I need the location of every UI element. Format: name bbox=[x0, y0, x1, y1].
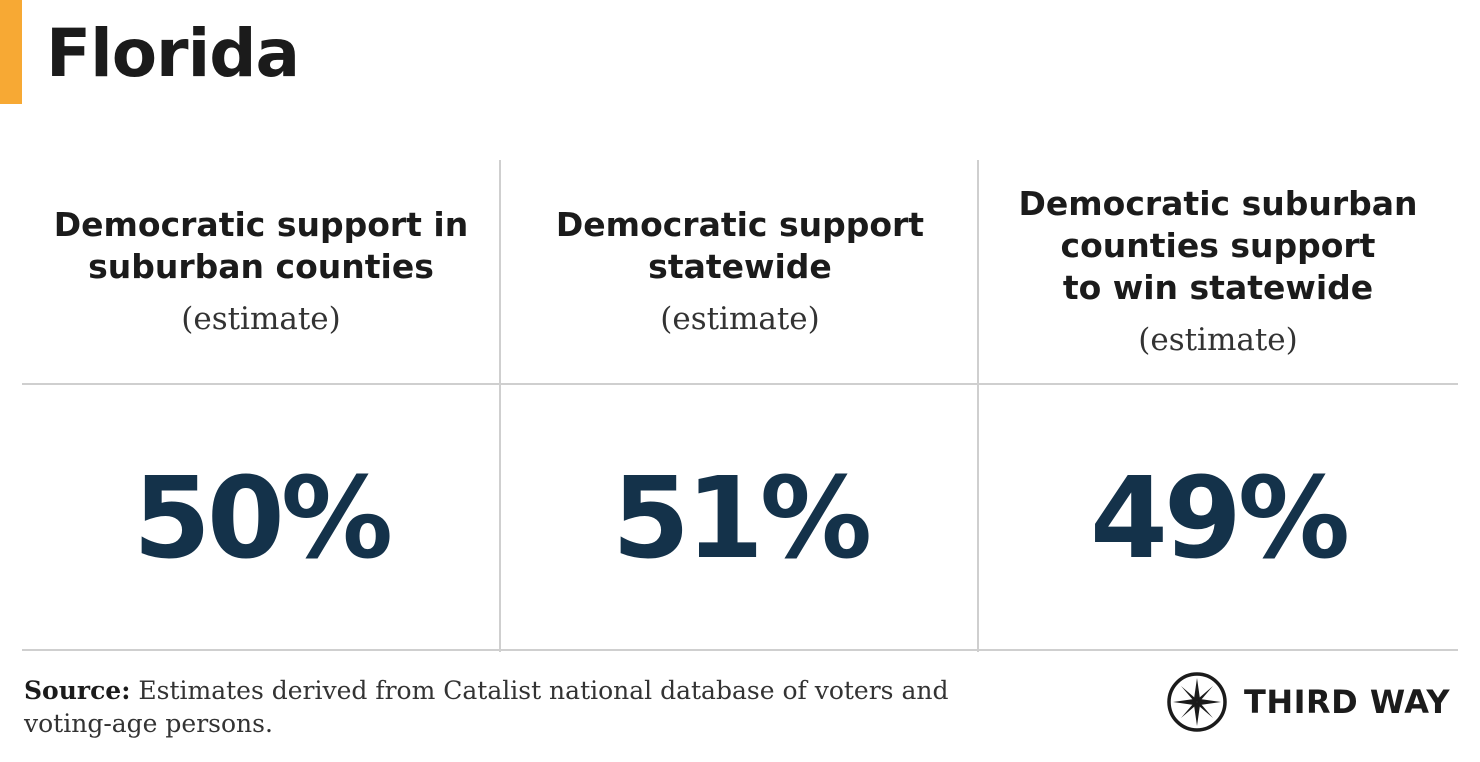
source-note: Source: Estimates derived from Catalist … bbox=[24, 674, 1004, 740]
accent-bar bbox=[0, 0, 22, 104]
column-value: 50% bbox=[132, 454, 393, 584]
column-header: Democratic support in suburban counties … bbox=[22, 160, 500, 384]
column-value: 49% bbox=[1089, 454, 1350, 584]
stat-column: Democratic support statewide (estimate) … bbox=[501, 160, 979, 652]
third-way-logo: THIRD WAY bbox=[1166, 670, 1450, 734]
column-header: Democratic support statewide (estimate) bbox=[501, 160, 979, 384]
stat-column: Democratic suburban counties support to … bbox=[979, 160, 1457, 652]
row-divider bbox=[22, 649, 1458, 651]
compass-star-icon bbox=[1167, 672, 1227, 732]
row-divider bbox=[22, 383, 1458, 385]
column-note: (estimate) bbox=[1138, 322, 1298, 358]
source-text: Estimates derived from Catalist national… bbox=[24, 676, 949, 738]
column-note: (estimate) bbox=[181, 301, 341, 337]
column-label: Democratic support in suburban counties bbox=[53, 205, 469, 286]
column-divider bbox=[499, 160, 501, 652]
column-note: (estimate) bbox=[660, 301, 820, 337]
logo-text: THIRD WAY bbox=[1244, 683, 1451, 721]
column-header: Democratic suburban counties support to … bbox=[979, 160, 1457, 384]
source-label: Source: bbox=[24, 676, 131, 705]
stats-table: Democratic support in suburban counties … bbox=[22, 160, 1458, 652]
column-value: 51% bbox=[611, 454, 872, 584]
column-label: Democratic suburban counties support to … bbox=[1018, 184, 1418, 307]
page-title: Florida bbox=[46, 15, 300, 92]
stat-column: Democratic support in suburban counties … bbox=[22, 160, 500, 652]
column-divider bbox=[977, 160, 979, 652]
column-label: Democratic support statewide bbox=[555, 205, 925, 286]
